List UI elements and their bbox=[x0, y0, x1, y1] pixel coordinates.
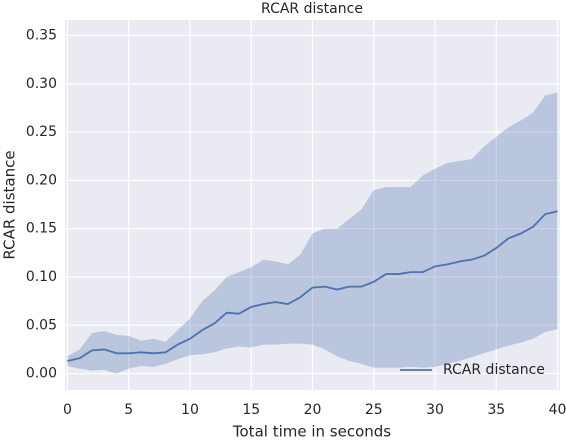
y-tick-label: 0.30 bbox=[26, 76, 57, 92]
x-axis-label: Total time in seconds bbox=[232, 423, 391, 441]
chart-title: RCAR distance bbox=[261, 1, 363, 17]
y-tick-label: 0.35 bbox=[26, 27, 57, 43]
y-axis-label: RCAR distance bbox=[1, 150, 19, 259]
line bbox=[67, 210, 558, 362]
y-tick-label: 0.05 bbox=[26, 317, 57, 333]
x-tick-label: 5 bbox=[124, 402, 133, 418]
y-tick-label: 0.00 bbox=[26, 366, 57, 382]
x-tick-label: 10 bbox=[181, 402, 199, 418]
x-tick-label: 30 bbox=[426, 402, 444, 418]
y-tick-label: 0.25 bbox=[26, 124, 57, 140]
x-tick-label: 20 bbox=[304, 402, 322, 418]
x-tick-label: 15 bbox=[242, 402, 260, 418]
x-tick-label: 0 bbox=[63, 402, 72, 418]
y-tick-label: 0.10 bbox=[26, 269, 57, 285]
x-tick-label: 35 bbox=[487, 402, 505, 418]
x-tick-label: 40 bbox=[549, 402, 566, 418]
y-tick-label: 0.20 bbox=[26, 172, 57, 188]
confidence-band bbox=[67, 92, 558, 374]
y-tick-label: 0.15 bbox=[26, 221, 57, 237]
legend-label: RCAR distance bbox=[443, 362, 545, 378]
x-tick-label: 25 bbox=[365, 402, 383, 418]
